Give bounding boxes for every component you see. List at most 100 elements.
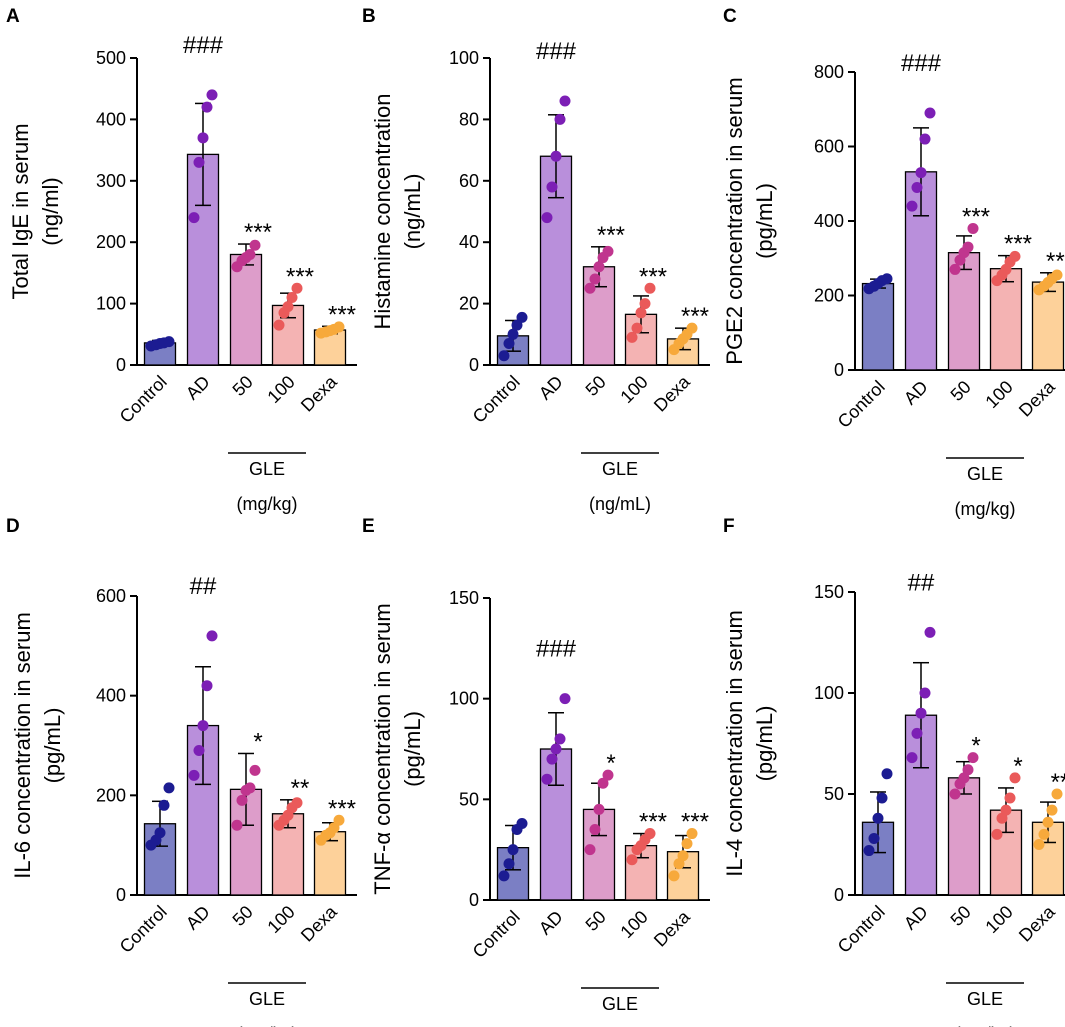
data-point bbox=[631, 322, 643, 334]
x-tick-label: Control bbox=[469, 907, 524, 962]
data-point bbox=[201, 101, 213, 113]
y-axis-label-line1: IL-4 concentration in serum bbox=[722, 610, 747, 877]
data-point bbox=[967, 752, 979, 764]
group-label: GLE bbox=[967, 989, 1003, 1009]
y-axis-label-line1: PGE2 concentration in serum bbox=[722, 77, 747, 364]
y-tick-label: 600 bbox=[814, 137, 844, 157]
x-tick-label: Dexa bbox=[297, 901, 342, 946]
data-point bbox=[550, 150, 562, 162]
y-tick-label: 100 bbox=[96, 294, 126, 314]
data-point bbox=[881, 768, 893, 780]
chart-panel-c: C PGE2 concentration in serum (pg/mL) 0 200 4… bbox=[722, 6, 1065, 519]
data-point bbox=[244, 782, 256, 794]
y-tick-label: 0 bbox=[834, 360, 844, 380]
data-point bbox=[593, 261, 605, 273]
data-point bbox=[206, 89, 218, 101]
data-point bbox=[333, 814, 345, 826]
data-point bbox=[924, 626, 936, 638]
data-point bbox=[1000, 804, 1012, 816]
data-point bbox=[244, 248, 256, 260]
data-point bbox=[915, 707, 927, 719]
data-point bbox=[677, 850, 689, 862]
y-tick-label: 60 bbox=[459, 171, 479, 191]
x-tick-label: Dexa bbox=[650, 906, 695, 951]
data-point bbox=[597, 777, 609, 789]
data-point bbox=[541, 212, 553, 224]
data-point bbox=[197, 720, 209, 732]
data-point bbox=[686, 828, 698, 840]
x-tick-label: 100 bbox=[616, 372, 651, 407]
x-tick-label: AD bbox=[182, 372, 214, 404]
data-point bbox=[962, 764, 974, 776]
data-point bbox=[154, 827, 166, 839]
y-axis-label-line2: (pg/mL) bbox=[40, 708, 65, 784]
y-axis-label: Total IgE in serum (ng/ml) bbox=[8, 123, 63, 299]
data-point bbox=[498, 350, 510, 362]
data-point bbox=[503, 858, 515, 870]
data-point bbox=[206, 630, 218, 642]
data-point bbox=[991, 828, 1003, 840]
x-tick-label: Control bbox=[469, 372, 524, 427]
panel-letter: D bbox=[6, 516, 20, 537]
data-point bbox=[516, 311, 528, 323]
significance-label: ### bbox=[901, 50, 942, 77]
data-point bbox=[546, 753, 558, 765]
data-point bbox=[639, 298, 651, 310]
significance-label: ### bbox=[183, 32, 224, 59]
data-point bbox=[554, 733, 566, 745]
y-tick-label: 100 bbox=[449, 48, 479, 68]
significance-label: ** bbox=[291, 775, 310, 802]
bar-control bbox=[861, 282, 895, 371]
group-label: GLE bbox=[249, 989, 285, 1009]
data-point bbox=[872, 812, 884, 824]
data-point bbox=[906, 752, 918, 764]
x-tick-label: 50 bbox=[582, 372, 610, 400]
data-point bbox=[158, 799, 170, 811]
y-tick-label: 800 bbox=[814, 62, 844, 82]
significance-label: *** bbox=[1046, 248, 1065, 275]
y-tick-label: 20 bbox=[459, 294, 479, 314]
y-tick-label: 0 bbox=[116, 885, 126, 905]
data-point bbox=[507, 328, 519, 340]
unit-label: (mg/kg) bbox=[954, 499, 1015, 519]
data-point bbox=[541, 773, 553, 785]
data-point bbox=[686, 322, 698, 334]
data-point bbox=[967, 222, 979, 234]
data-point bbox=[516, 817, 528, 829]
significance-label: *** bbox=[244, 219, 272, 246]
y-tick-label: 200 bbox=[96, 785, 126, 805]
data-point bbox=[1004, 792, 1016, 804]
group-label: GLE bbox=[602, 994, 638, 1014]
significance-label: *** bbox=[681, 303, 709, 330]
y-axis-label-line1: Total IgE in serum bbox=[8, 123, 33, 299]
chart-panel-d: D IL-6 concentration in serum (pg/mL) 0 200 4… bbox=[6, 516, 357, 1027]
panel-letter: F bbox=[723, 516, 735, 537]
y-tick-label: 300 bbox=[96, 171, 126, 191]
data-point bbox=[584, 844, 596, 856]
significance-label: *** bbox=[962, 203, 990, 230]
data-point bbox=[273, 319, 285, 331]
data-point bbox=[589, 824, 601, 836]
data-point bbox=[286, 291, 298, 303]
data-point bbox=[1051, 269, 1063, 281]
data-point bbox=[559, 95, 571, 107]
x-tick-label: Dexa bbox=[297, 371, 342, 416]
y-axis-label-line2: (pg/mL) bbox=[752, 706, 777, 782]
data-point bbox=[668, 870, 680, 882]
bar-dexa bbox=[1031, 281, 1065, 371]
data-point bbox=[550, 743, 562, 755]
significance-label: * bbox=[1013, 753, 1022, 780]
data-point bbox=[602, 245, 614, 257]
data-point bbox=[163, 782, 175, 794]
y-axis-label-line2: (pg/mL) bbox=[752, 183, 777, 259]
x-tick-label: 50 bbox=[229, 902, 257, 930]
significance-label: * bbox=[606, 750, 615, 777]
data-point bbox=[602, 769, 614, 781]
y-tick-label: 150 bbox=[814, 582, 844, 602]
data-point bbox=[193, 156, 205, 168]
significance-label: * bbox=[971, 733, 980, 760]
y-axis-label: IL-4 concentration in serum (pg/mL) bbox=[722, 610, 777, 877]
y-tick-label: 400 bbox=[96, 686, 126, 706]
data-point bbox=[863, 845, 875, 857]
